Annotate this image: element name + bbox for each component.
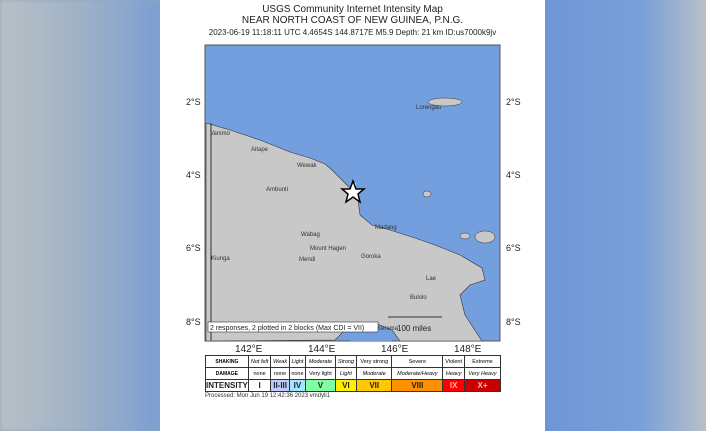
damage-cell: none: [288, 367, 307, 380]
intensity-cell: IV: [288, 379, 307, 392]
lat-label-left: 8°S: [186, 317, 201, 327]
place-label: Ambunti: [266, 187, 288, 193]
intensity-cell: VII: [356, 379, 393, 392]
lat-label-right: 6°S: [506, 243, 521, 253]
intensity-legend: SHAKING Not felt Weak Light Moderate Strong Ve…: [205, 355, 501, 392]
lon-label: 148°E: [454, 344, 482, 355]
responses-note: 2 responses, 2 plotted in 2 blocks (Max …: [210, 325, 364, 332]
shaking-cell: Extreme: [464, 355, 501, 368]
lat-label-right: 8°S: [506, 317, 521, 327]
processed-timestamp: Processed: Mon Jun 19 12:42:36 2023 vmdy…: [205, 393, 331, 399]
lat-label-right: 4°S: [506, 170, 521, 180]
intensity-cell: X+: [464, 379, 501, 392]
shaking-cell: Light: [288, 355, 307, 368]
lat-label-right: 2°S: [506, 97, 521, 107]
place-label: Lorengau: [416, 105, 441, 111]
intensity-cell: I: [247, 379, 272, 392]
blurred-background-left: [0, 0, 160, 431]
manus-island: [427, 97, 463, 107]
damage-cell: Light: [334, 367, 358, 380]
place-label: Goroka: [361, 254, 381, 260]
place-label: Madang: [375, 225, 397, 231]
intensity-cell: VI: [334, 379, 358, 392]
event-details: 2023-06-19 11:18:11 UTC 4.4654S 144.8717…: [208, 28, 497, 37]
shaking-cell: Weak: [270, 355, 290, 368]
intensity-cell: V: [305, 379, 336, 392]
row-label: DAMAGE: [205, 367, 249, 380]
lon-label: 144°E: [308, 344, 336, 355]
intensity-row: INTENSITY I II-III IV V VI VII VIII IX X+: [205, 379, 501, 392]
map-region: NEAR NORTH COAST OF NEW GUINEA, P.N.G.: [241, 15, 464, 26]
place-label: Bulolo: [410, 295, 427, 301]
place-label: Aitape: [251, 147, 269, 153]
island: [474, 230, 496, 244]
damage-row: DAMAGE none none none Very light Light Moderat…: [205, 367, 501, 380]
damage-cell: Moderate/Heavy: [391, 367, 444, 380]
place-label: Wabag: [301, 232, 320, 238]
damage-cell: none: [270, 367, 290, 380]
shaking-cell: Very strong: [356, 355, 393, 368]
row-label: SHAKING: [205, 355, 249, 368]
damage-cell: Moderate: [356, 367, 393, 380]
place-label: Kiunga: [211, 256, 230, 262]
star-icon: [339, 178, 367, 204]
blurred-background-right: [545, 0, 706, 431]
lat-label-left: 2°S: [186, 97, 201, 107]
shaking-cell: Strong: [334, 355, 358, 368]
intensity-map-panel: USGS Community Internet Intensity Map NE…: [160, 0, 545, 431]
damage-cell: Heavy: [442, 367, 466, 380]
intensity-cell: II-III: [270, 379, 290, 392]
island: [422, 190, 432, 198]
place-label: Mount Hagen: [310, 246, 346, 252]
shaking-cell: Violent: [442, 355, 466, 368]
place-label: Vanimo: [210, 131, 231, 137]
map: Lorengau Vanimo Aitape Wewak Ambunti Mad…: [204, 44, 501, 342]
row-label: INTENSITY: [205, 379, 249, 392]
scale-label: 100 miles: [397, 324, 431, 333]
damage-cell: none: [247, 367, 272, 380]
place-label: Kerema: [377, 326, 399, 332]
lat-label-left: 6°S: [186, 243, 201, 253]
intensity-cell: IX: [442, 379, 466, 392]
shaking-cell: Moderate: [305, 355, 336, 368]
place-labels: Lorengau Vanimo Aitape Wewak Ambunti Mad…: [210, 105, 441, 332]
responses-box: [207, 321, 379, 333]
place-label: Wewak: [297, 163, 318, 169]
shaking-cell: Not felt: [247, 355, 272, 368]
lat-label-left: 4°S: [186, 170, 201, 180]
shaking-cell: Severe: [391, 355, 444, 368]
shaking-row: SHAKING Not felt Weak Light Moderate Strong Ve…: [205, 355, 501, 368]
lon-label: 146°E: [381, 344, 409, 355]
place-label: Mendi: [299, 257, 315, 263]
place-label: Lae: [426, 276, 437, 282]
damage-cell: Very Heavy: [464, 367, 501, 380]
lon-label: 142°E: [235, 344, 263, 355]
intensity-cell: VIII: [391, 379, 444, 392]
map-title: USGS Community Internet Intensity Map: [262, 4, 443, 15]
damage-cell: Very light: [305, 367, 336, 380]
island: [459, 232, 471, 240]
